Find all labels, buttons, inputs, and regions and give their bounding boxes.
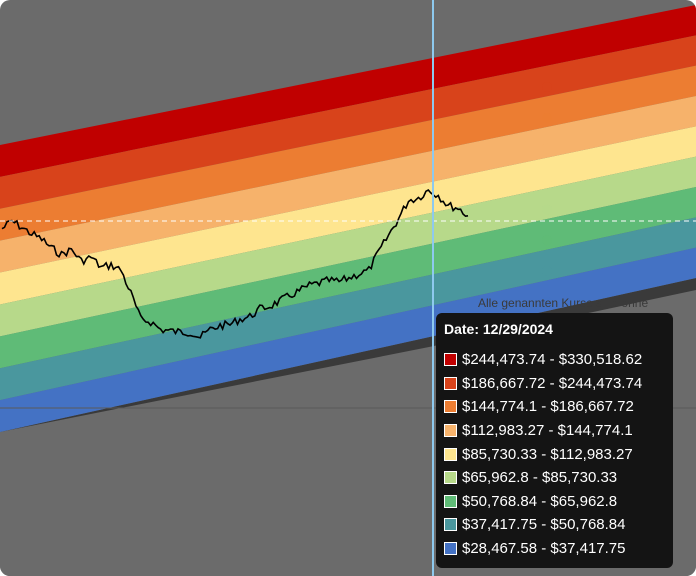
band-dot-3 xyxy=(542,112,552,123)
band-dot-1 xyxy=(542,51,552,62)
tooltip-date: Date: 12/29/2024 xyxy=(444,321,553,337)
tooltip-row: $244,473.74 - $330,518.62 xyxy=(444,348,665,372)
disclaimer-text: Alle genannten Kurse sind ohne xyxy=(478,296,649,310)
tooltip-row: $85,730.33 - $112,983.27 xyxy=(444,442,665,466)
tooltip: Date: 12/29/2024 $244,473.74 - $330,518.… xyxy=(436,313,673,568)
tooltip-row: $144,774.1 - $186,667.72 xyxy=(444,395,665,419)
band-9 xyxy=(0,247,696,432)
tooltip-row: $186,667.72 - $244,473.74 xyxy=(444,372,665,396)
tooltip-swatch xyxy=(444,542,457,556)
tooltip-range-label: $186,667.72 - $244,473.74 xyxy=(462,374,643,392)
tooltip-rows: $244,473.74 - $330,518.62 $186,667.72 - $… xyxy=(444,348,665,560)
tooltip-swatch xyxy=(444,400,457,414)
tooltip-swatch xyxy=(444,353,457,367)
band-3 xyxy=(0,65,696,241)
tooltip-row: $112,983.27 - $144,774.1 xyxy=(444,419,665,443)
tooltip-row: $65,962.8 - $85,730.33 xyxy=(444,466,665,490)
band-marker-dots xyxy=(542,51,552,307)
tooltip-row: $37,417.75 - $50,768.84 xyxy=(444,513,665,537)
band-5 xyxy=(0,126,696,305)
tooltip-range-label: $144,774.1 - $186,667.72 xyxy=(462,398,634,416)
tooltip-row: $50,768.84 - $65,962.8 xyxy=(444,490,665,514)
tooltip-range-label: $85,730.33 - $112,983.27 xyxy=(462,445,633,463)
band-4 xyxy=(0,96,696,273)
band-dot-5 xyxy=(542,173,552,184)
tooltip-swatch xyxy=(444,471,457,485)
tooltip-range-label: $37,417.75 - $50,768.84 xyxy=(462,516,626,534)
tooltip-range-label: $244,473.74 - $330,518.62 xyxy=(462,351,643,369)
band-dot-7 xyxy=(542,235,552,246)
price-line xyxy=(1,188,469,339)
band-dot-8 xyxy=(542,265,552,276)
band-dot-6 xyxy=(542,204,552,215)
band-8 xyxy=(0,217,696,401)
tooltip-swatch xyxy=(444,424,457,438)
band-6 xyxy=(0,156,696,337)
band-1 xyxy=(0,5,696,177)
tooltip-row: $28,467.58 - $37,417.75 xyxy=(444,537,665,561)
tooltip-swatch xyxy=(444,494,457,508)
band-2 xyxy=(0,35,696,209)
tooltip-range-label: $112,983.27 - $144,774.1 xyxy=(462,422,633,440)
band-dot-2 xyxy=(542,81,552,92)
tooltip-range-label: $65,962.8 - $85,730.33 xyxy=(462,469,618,487)
tooltip-range-label: $28,467.58 - $37,417.75 xyxy=(462,540,626,558)
tooltip-range-label: $50,768.84 - $65,962.8 xyxy=(462,492,618,510)
tooltip-swatch xyxy=(444,376,457,390)
tooltip-swatch xyxy=(444,518,457,532)
tooltip-swatch xyxy=(444,447,457,461)
band-dot-4 xyxy=(542,143,552,154)
band-dot-9 xyxy=(542,296,552,307)
